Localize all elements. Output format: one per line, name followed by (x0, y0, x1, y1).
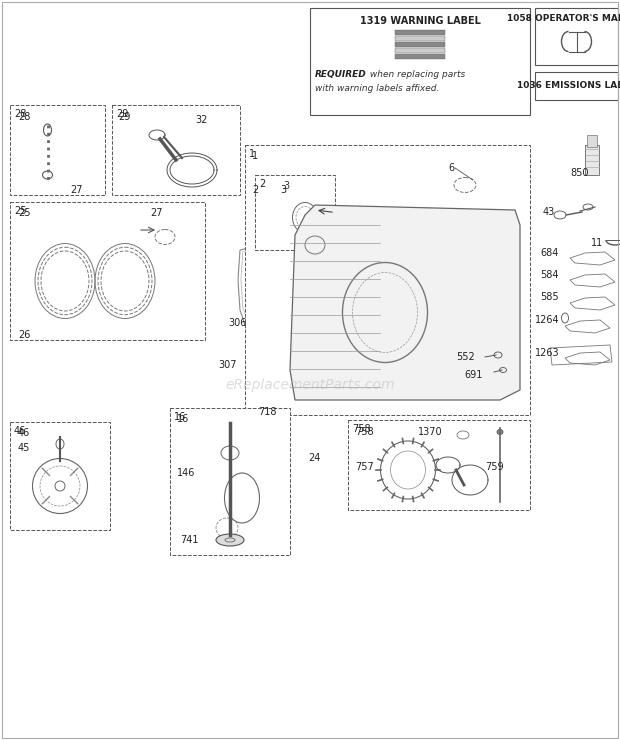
Text: 2: 2 (259, 179, 265, 189)
Text: 11: 11 (591, 238, 603, 248)
Text: 25: 25 (18, 208, 30, 218)
Bar (535, 72, 618, 100)
Bar (245, 145, 530, 415)
Text: 1319 WARNING LABEL: 1319 WARNING LABEL (360, 16, 480, 26)
Text: 29: 29 (116, 109, 128, 119)
Bar (587, 135, 597, 147)
Text: 1370: 1370 (418, 427, 443, 437)
Text: 2: 2 (252, 185, 259, 195)
Text: 43: 43 (543, 207, 556, 217)
Text: 718: 718 (258, 407, 277, 417)
Text: 584: 584 (540, 270, 559, 280)
Text: 1036 EMISSIONS LABEL: 1036 EMISSIONS LABEL (517, 81, 620, 90)
Text: 3: 3 (280, 185, 286, 195)
Text: 585: 585 (540, 292, 559, 302)
Text: when replacing parts: when replacing parts (367, 70, 465, 79)
Text: 16: 16 (174, 412, 186, 422)
Text: 24: 24 (308, 453, 321, 463)
Text: 691: 691 (464, 370, 482, 380)
Text: 758: 758 (355, 427, 374, 437)
Bar (10, 422, 110, 530)
Text: 25: 25 (14, 206, 27, 216)
Text: eReplacementParts.com: eReplacementParts.com (225, 378, 395, 391)
Text: 28: 28 (14, 109, 27, 119)
Text: 306: 306 (228, 318, 246, 328)
Text: 757: 757 (355, 462, 374, 472)
Bar (585, 145, 599, 175)
Bar (395, 36, 445, 41)
Polygon shape (290, 205, 520, 400)
Bar (395, 48, 445, 53)
Text: 29: 29 (118, 112, 130, 122)
Bar (395, 30, 445, 35)
Text: 741: 741 (180, 535, 198, 545)
Bar (310, 8, 530, 115)
Text: 1264: 1264 (535, 315, 560, 325)
Text: 850: 850 (570, 168, 588, 178)
Text: 46: 46 (14, 426, 26, 436)
Bar (10, 105, 105, 195)
Text: 32: 32 (195, 115, 207, 125)
Bar (10, 202, 205, 340)
Bar (255, 175, 335, 250)
Text: 1: 1 (249, 149, 255, 159)
Bar (395, 42, 445, 47)
Text: 1058 OPERATOR'S MANUAL: 1058 OPERATOR'S MANUAL (507, 14, 620, 23)
Text: 307: 307 (218, 360, 236, 370)
Text: REQUIRED: REQUIRED (315, 70, 367, 79)
Text: 759: 759 (485, 462, 503, 472)
Bar (170, 408, 290, 555)
Text: 28: 28 (18, 112, 30, 122)
Bar (535, 8, 618, 65)
Text: 27: 27 (70, 185, 82, 195)
Text: 146: 146 (177, 468, 195, 478)
Ellipse shape (497, 429, 503, 434)
Text: 27: 27 (150, 208, 162, 218)
Text: 45: 45 (18, 443, 30, 453)
Text: 1: 1 (252, 151, 258, 161)
Bar (395, 54, 445, 59)
Bar (348, 420, 530, 510)
Text: 46: 46 (18, 428, 30, 438)
Text: with warning labels affixed.: with warning labels affixed. (315, 84, 440, 93)
Text: 16: 16 (177, 414, 189, 424)
Text: 684: 684 (540, 248, 559, 258)
Text: 3: 3 (283, 181, 289, 191)
Text: 6: 6 (448, 163, 454, 173)
Text: 26: 26 (18, 330, 30, 340)
Text: 552: 552 (456, 352, 475, 362)
Bar (112, 105, 240, 195)
Text: 758: 758 (352, 424, 371, 434)
Ellipse shape (216, 534, 244, 546)
Text: 1263: 1263 (535, 348, 560, 358)
